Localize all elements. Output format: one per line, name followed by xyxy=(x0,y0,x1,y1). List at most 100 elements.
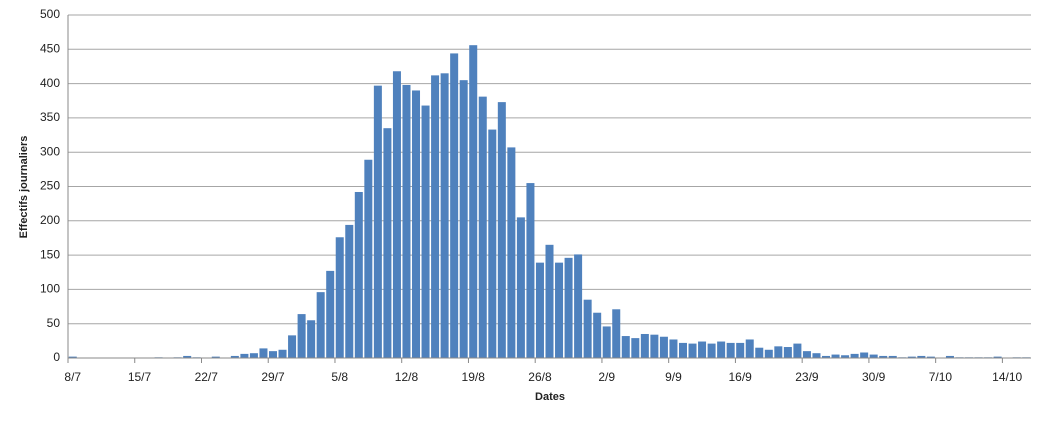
bar xyxy=(354,191,363,358)
bar xyxy=(431,75,440,359)
y-tick-label: 150 xyxy=(40,247,60,261)
bar xyxy=(707,343,716,358)
bar xyxy=(907,356,916,358)
bar xyxy=(926,356,935,358)
y-tick-label: 500 xyxy=(40,7,60,21)
bar xyxy=(488,129,497,358)
bar xyxy=(850,353,859,358)
bar xyxy=(450,53,459,358)
bar xyxy=(211,356,220,358)
bar xyxy=(421,105,430,358)
bar xyxy=(459,80,468,359)
bar xyxy=(259,348,268,358)
bar xyxy=(526,183,535,358)
bar xyxy=(402,84,411,359)
x-tick-label: 9/9 xyxy=(665,370,682,384)
bar xyxy=(812,353,821,358)
x-tick-label: 22/7 xyxy=(195,370,219,384)
bar xyxy=(412,90,421,359)
bar xyxy=(774,346,783,358)
x-tick-label: 26/8 xyxy=(528,370,552,384)
bar xyxy=(917,355,926,358)
x-tick-label: 29/7 xyxy=(261,370,285,384)
bar xyxy=(659,336,668,358)
bar xyxy=(535,262,544,358)
bar xyxy=(822,355,831,358)
x-tick-label: 2/9 xyxy=(598,370,615,384)
x-tick-label: 7/10 xyxy=(929,370,953,384)
x-tick-label: 8/7 xyxy=(64,370,81,384)
bar xyxy=(993,356,1002,358)
x-tick-label: 15/7 xyxy=(128,370,152,384)
bar xyxy=(583,299,592,358)
bar xyxy=(288,335,297,358)
bar xyxy=(831,354,840,358)
bar xyxy=(555,262,564,358)
bar xyxy=(516,217,525,358)
y-tick-label: 100 xyxy=(40,282,60,296)
bar xyxy=(297,314,306,358)
bar xyxy=(249,353,258,358)
x-tick-label: 16/9 xyxy=(729,370,753,384)
bar xyxy=(268,351,277,358)
bar xyxy=(945,355,954,358)
bar xyxy=(593,312,602,358)
y-tick-label: 400 xyxy=(40,76,60,90)
x-axis-title: Dates xyxy=(535,391,565,403)
x-tick-label: 5/8 xyxy=(331,370,348,384)
bar xyxy=(478,96,487,358)
y-tick-label: 250 xyxy=(40,179,60,193)
bar xyxy=(316,292,325,358)
y-tick-label: 450 xyxy=(40,41,60,55)
bar xyxy=(545,244,554,358)
bar xyxy=(650,334,659,358)
y-tick-label: 350 xyxy=(40,110,60,124)
bar xyxy=(764,349,773,358)
x-tick-label: 19/8 xyxy=(462,370,486,384)
y-tick-label: 0 xyxy=(53,350,60,364)
bar xyxy=(783,347,792,358)
bar xyxy=(736,342,745,358)
bar xyxy=(440,73,449,358)
y-axis-title: Effectifs journaliers xyxy=(18,136,30,239)
bar xyxy=(631,338,640,358)
bar xyxy=(183,355,192,358)
bar xyxy=(307,320,316,358)
bar xyxy=(383,128,392,358)
bar xyxy=(497,102,506,358)
bar xyxy=(640,333,649,358)
bar xyxy=(888,355,897,358)
bar xyxy=(240,353,249,358)
bar xyxy=(392,71,401,358)
bar xyxy=(717,341,726,358)
bar xyxy=(688,343,697,358)
bar xyxy=(621,336,630,358)
bar xyxy=(564,257,573,358)
bar xyxy=(364,159,373,358)
bar xyxy=(755,347,764,358)
bar xyxy=(469,45,478,359)
bar xyxy=(841,355,850,358)
x-tick-label: 30/9 xyxy=(862,370,886,384)
bar xyxy=(335,237,344,358)
bar xyxy=(678,342,687,358)
bar xyxy=(860,352,869,358)
x-tick-label: 14/10 xyxy=(992,370,1022,384)
bar xyxy=(793,343,802,358)
x-tick-label: 12/8 xyxy=(395,370,419,384)
bar xyxy=(68,356,77,358)
bar xyxy=(745,339,754,358)
x-tick-label: 23/9 xyxy=(795,370,819,384)
bar xyxy=(726,342,735,358)
bar xyxy=(612,309,621,358)
bar xyxy=(507,147,516,358)
bar xyxy=(802,351,811,358)
bar xyxy=(326,270,335,358)
bar xyxy=(698,341,707,358)
bar xyxy=(230,355,239,358)
y-tick-label: 200 xyxy=(40,213,60,227)
bar xyxy=(574,254,583,358)
bar xyxy=(669,339,678,358)
bar xyxy=(879,355,888,358)
